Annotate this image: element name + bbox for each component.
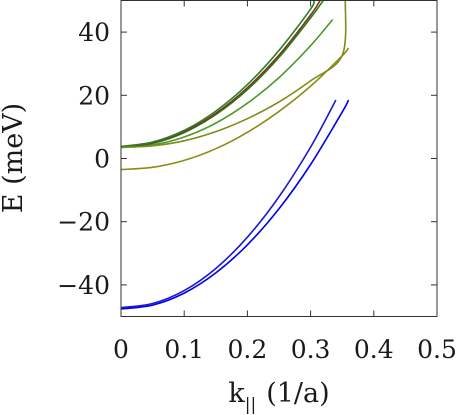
y-tick-label-1: 40 [78,18,110,47]
x-axis-title-unit: (1/a) [266,378,329,409]
x-axis-title-subscript: || [245,395,256,415]
y-axis-title: E (meV) [0,103,29,213]
y-tick-label-5: −40 [57,271,110,300]
x-tick-label-2: 0.1 [164,335,204,364]
tick-labels-layer: 0 0.1 0.2 0.3 0.4 0.5 40 20 0 −20 −40 [57,18,457,364]
x-tick-label-1: 0 [113,335,129,364]
series-line-2 [121,99,350,310]
series-layer [121,0,350,310]
series-line-7 [121,0,315,148]
series-line-8 [121,0,347,149]
x-tick-label-3: 0.2 [228,335,268,364]
x-axis-title-main: k [228,378,245,409]
ticks-layer [120,0,438,317]
x-tick-label-4: 0.3 [291,335,331,364]
x-tick-label-5: 0.4 [354,335,394,364]
y-tick-label-2: 20 [78,81,110,110]
series-line-3 [121,47,350,171]
series-line-5 [121,0,324,148]
plot-frame [120,0,438,317]
x-tick-label-6: 0.5 [417,335,457,364]
y-tick-label-4: −20 [57,208,110,237]
series-line-1 [121,99,337,309]
series-line-6 [121,0,321,148]
series-line-4 [121,18,334,148]
y-tick-label-3: 0 [94,145,110,174]
x-axis-title: k|| (1/a) [228,378,329,415]
